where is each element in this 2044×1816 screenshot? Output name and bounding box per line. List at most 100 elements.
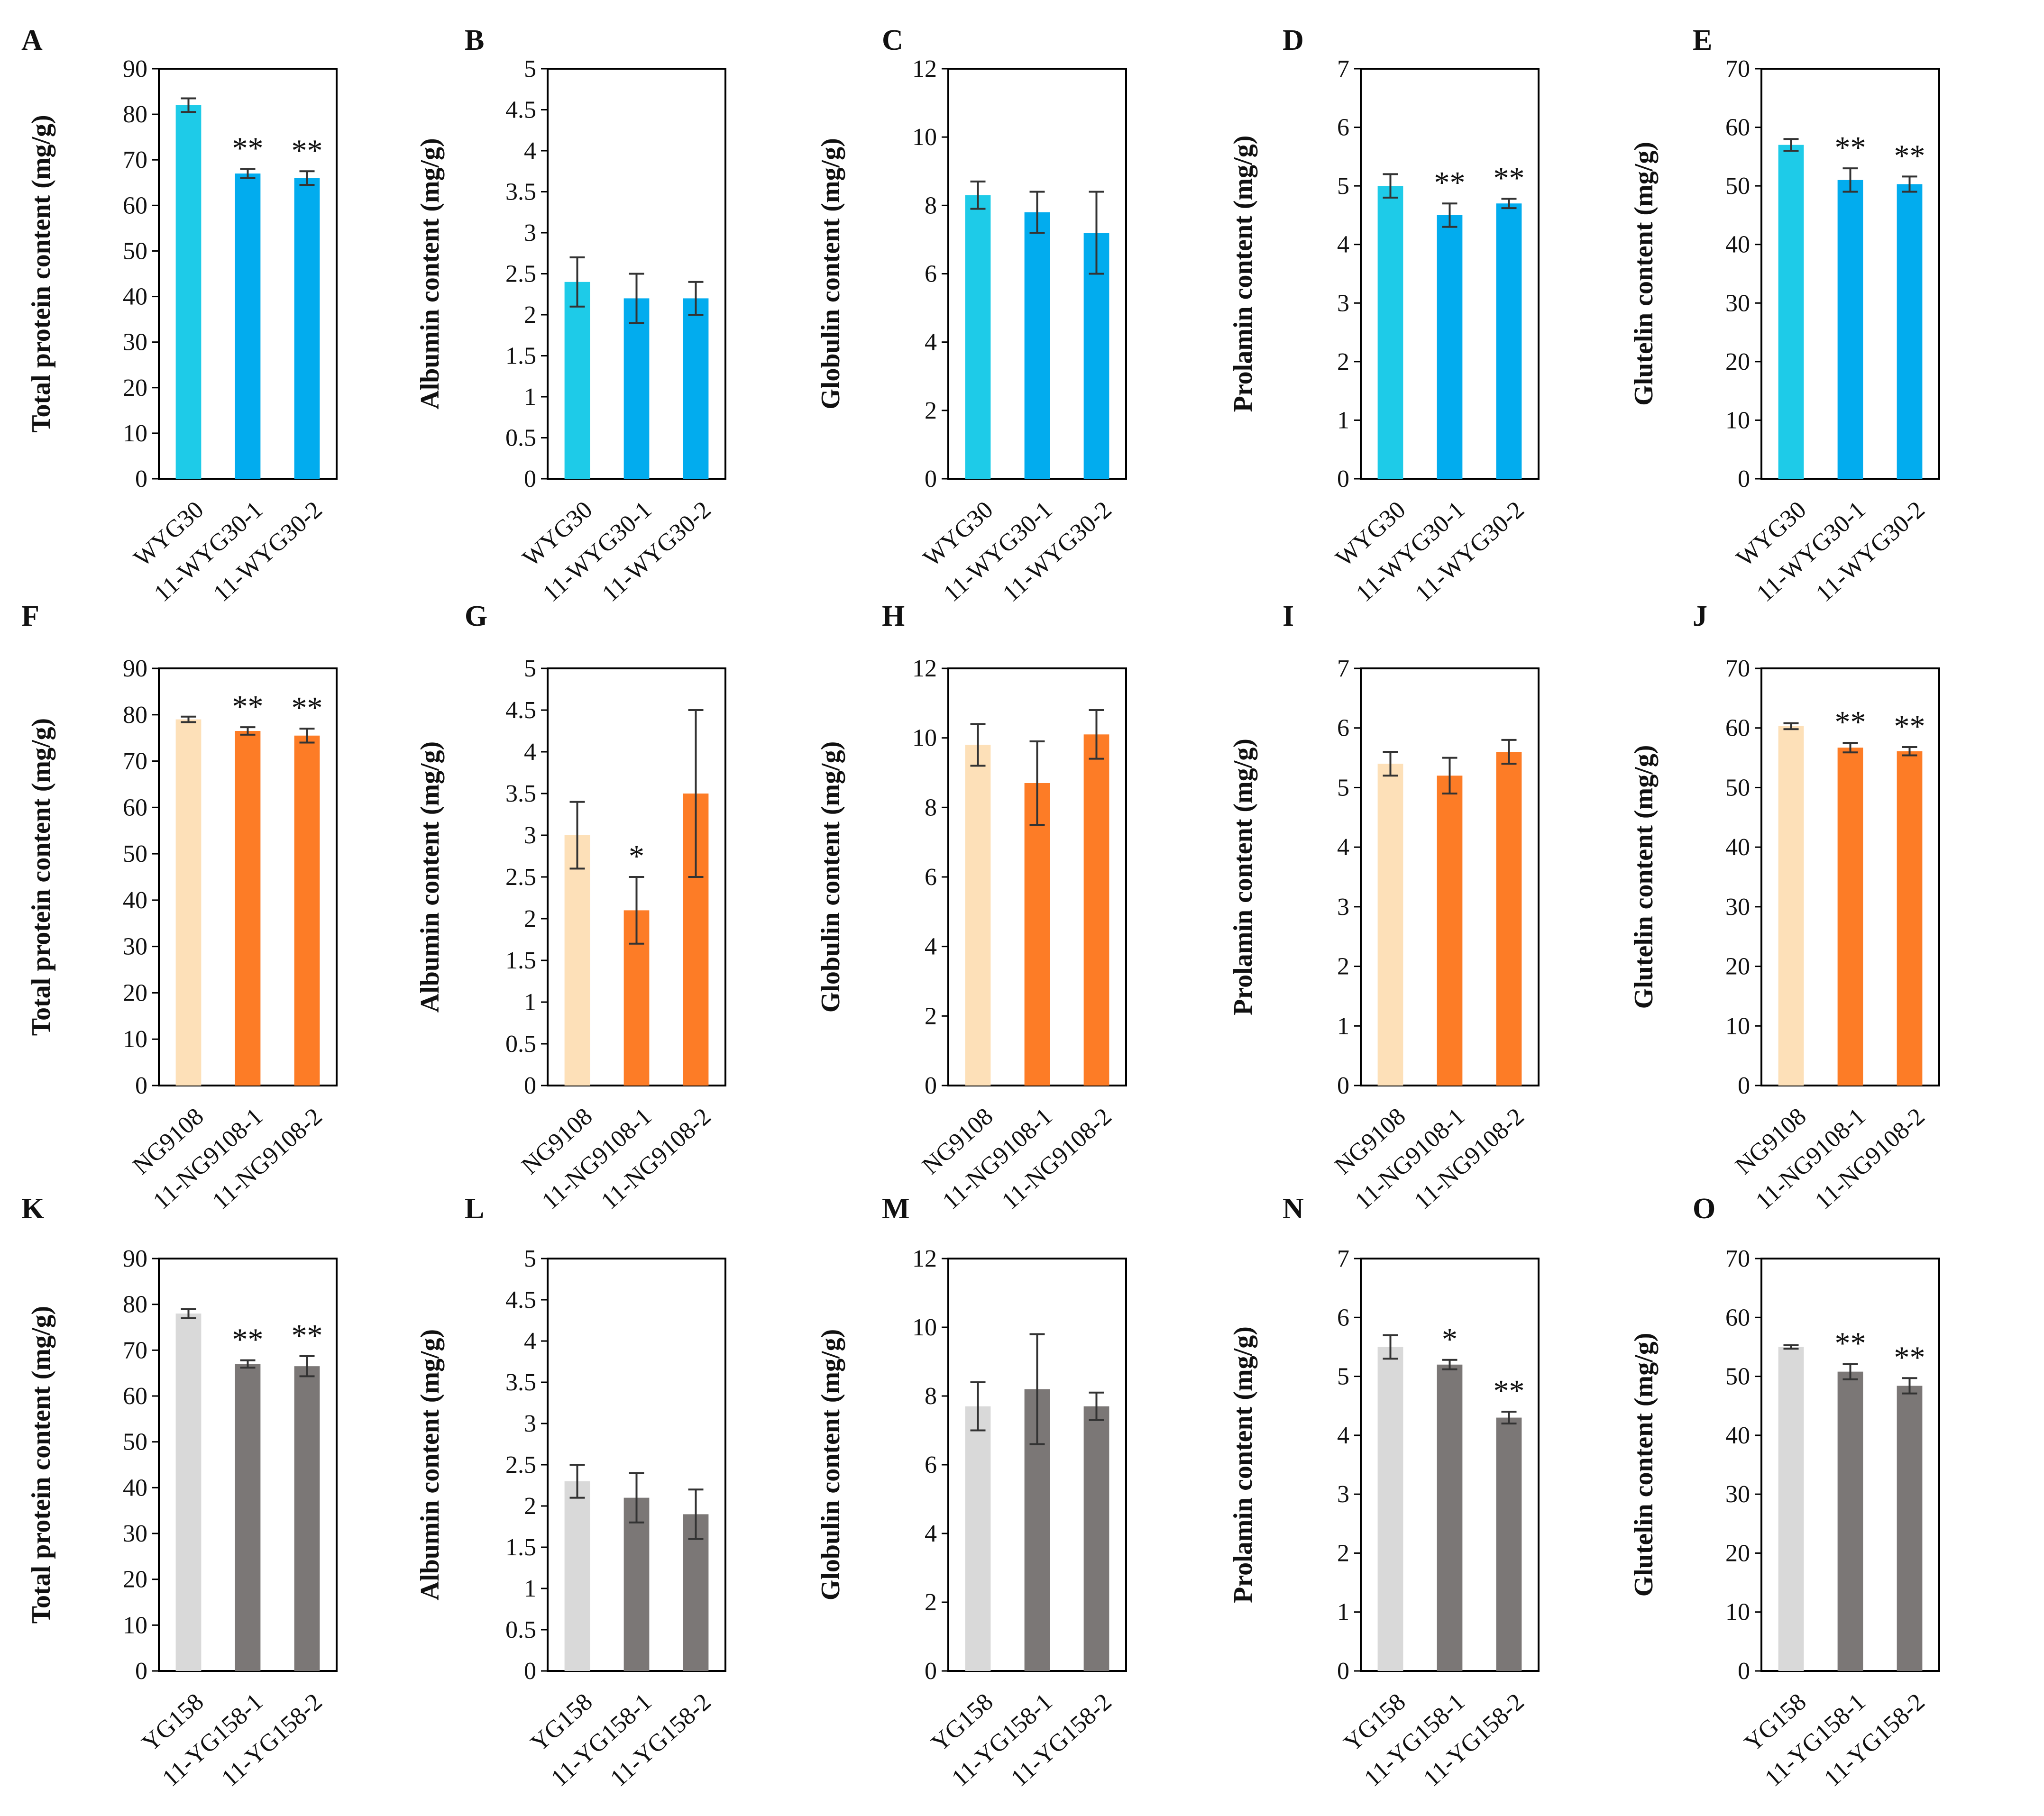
error-bar-C-3 xyxy=(1089,191,1104,275)
y-tick-label: 0 xyxy=(1337,1658,1349,1685)
bar-A-1 xyxy=(175,105,202,479)
y-tick-label: 4 xyxy=(925,1520,937,1547)
bar-B-1 xyxy=(564,282,590,479)
panel-label-I: I xyxy=(1283,600,1294,632)
error-bar-F-1 xyxy=(181,715,196,723)
significance-mark: ** xyxy=(232,689,264,724)
chart-panel-G: G 0 0.5 1 1.5 2 2.5 3 3.5 4 4.5 5 Albumin content (m… xyxy=(415,600,726,1215)
bar-L-3 xyxy=(683,1514,709,1671)
bar-I-3 xyxy=(1496,752,1522,1086)
y-axis-label-J: Glutelin content (mg/g) xyxy=(1629,745,1659,1009)
panel-label-B: B xyxy=(465,24,484,56)
y-tick-label: 60 xyxy=(1725,114,1750,141)
y-tick-label: 60 xyxy=(1725,1304,1750,1331)
y-tick-label: 3 xyxy=(524,219,536,246)
y-tick-label: 0 xyxy=(135,465,147,493)
bar-K-1 xyxy=(175,1314,202,1671)
y-tick-label: 0 xyxy=(524,1658,536,1685)
error-bar-C-1 xyxy=(970,180,986,210)
bar-I-1 xyxy=(1377,764,1403,1086)
y-tick-label: 70 xyxy=(1725,655,1750,682)
y-tick-label: 30 xyxy=(123,1520,147,1547)
y-tick-label: 50 xyxy=(123,237,147,265)
y-tick-label: 90 xyxy=(123,55,147,82)
y-tick-label: 2 xyxy=(925,1589,937,1616)
y-tick-label: 10 xyxy=(1725,407,1750,434)
significance-mark: ** xyxy=(292,1318,323,1353)
y-tick-label: 80 xyxy=(123,1291,147,1318)
error-bar-J-1 xyxy=(1783,722,1799,730)
error-bar-N-1 xyxy=(1383,1334,1398,1360)
y-tick-label: 5 xyxy=(1337,774,1349,801)
error-bar-G-3 xyxy=(688,709,704,878)
bar-N-1 xyxy=(1377,1347,1403,1671)
y-tick-label: 70 xyxy=(1725,1245,1750,1272)
bar-B-2 xyxy=(623,298,650,479)
y-tick-label: 1.5 xyxy=(505,947,536,974)
panel-label-N: N xyxy=(1283,1193,1304,1225)
chart-panel-B: B 0 0.5 1 1.5 2 2.5 3 3.5 4 4.5 5 Albumin content (m… xyxy=(415,24,726,607)
y-axis-label-L: Albumin content (mg/g) xyxy=(415,1329,445,1600)
error-bar-A-2 xyxy=(240,168,256,179)
error-bar-G-1 xyxy=(569,801,585,870)
y-tick-label: 3.5 xyxy=(505,1369,536,1396)
panel-label-O: O xyxy=(1693,1193,1715,1225)
y-tick-label: 10 xyxy=(1725,1599,1750,1626)
y-tick-label: 50 xyxy=(1725,774,1750,801)
y-tick-label: 4.5 xyxy=(505,97,536,124)
y-axis-label-D: Prolamin content (mg/g) xyxy=(1228,136,1258,412)
significance-mark: ** xyxy=(1494,161,1525,195)
bar-H-2 xyxy=(1024,783,1050,1086)
significance-mark: ** xyxy=(292,691,323,725)
error-bar-B-3 xyxy=(688,281,704,316)
error-bar-B-2 xyxy=(629,273,644,324)
significance-mark: * xyxy=(629,839,644,874)
y-tick-label: 40 xyxy=(123,887,147,914)
panel-label-D: D xyxy=(1283,24,1304,56)
y-tick-label: 4 xyxy=(524,1328,536,1355)
error-bar-G-2 xyxy=(629,876,644,945)
bar-M-1 xyxy=(965,1406,991,1671)
y-tick-label: 0.5 xyxy=(505,1031,536,1058)
y-tick-label: 4 xyxy=(524,137,536,164)
y-tick-label: 0 xyxy=(135,1658,147,1685)
y-axis-label-H: Globulin content (mg/g) xyxy=(816,741,845,1013)
y-tick-label: 0.5 xyxy=(505,425,536,452)
y-tick-label: 2 xyxy=(925,397,937,424)
y-tick-label: 20 xyxy=(1725,953,1750,980)
y-tick-label: 2 xyxy=(524,1493,536,1520)
y-axis-label-N: Prolamin content (mg/g) xyxy=(1228,1326,1258,1603)
bar-O-1 xyxy=(1778,1347,1804,1671)
y-tick-label: 60 xyxy=(123,1383,147,1410)
error-bar-F-3 xyxy=(299,728,315,744)
y-tick-label: 50 xyxy=(123,840,147,867)
y-tick-label: 70 xyxy=(123,748,147,775)
bar-F-3 xyxy=(294,735,320,1086)
y-tick-label: 6 xyxy=(925,261,937,288)
y-tick-label: 70 xyxy=(123,146,147,173)
y-tick-label: 0 xyxy=(1738,465,1750,493)
y-tick-label: 20 xyxy=(123,1566,147,1593)
bar-M-3 xyxy=(1083,1406,1109,1671)
y-axis-label-O: Glutelin content (mg/g) xyxy=(1629,1333,1659,1597)
bar-H-3 xyxy=(1083,734,1109,1086)
bar-O-3 xyxy=(1897,1386,1923,1671)
y-tick-label: 1 xyxy=(1337,1599,1349,1626)
error-bar-L-2 xyxy=(629,1472,644,1524)
significance-mark: ** xyxy=(1894,709,1925,744)
y-tick-label: 1.5 xyxy=(505,1534,536,1561)
bar-E-1 xyxy=(1778,145,1804,479)
y-tick-label: 3.5 xyxy=(505,179,536,206)
y-tick-label: 90 xyxy=(123,655,147,682)
y-tick-label: 0 xyxy=(1738,1658,1750,1685)
significance-mark: ** xyxy=(1434,165,1466,200)
y-tick-label: 60 xyxy=(123,192,147,219)
bar-J-3 xyxy=(1897,751,1923,1086)
error-bar-M-3 xyxy=(1089,1391,1104,1421)
bar-E-2 xyxy=(1837,180,1863,479)
